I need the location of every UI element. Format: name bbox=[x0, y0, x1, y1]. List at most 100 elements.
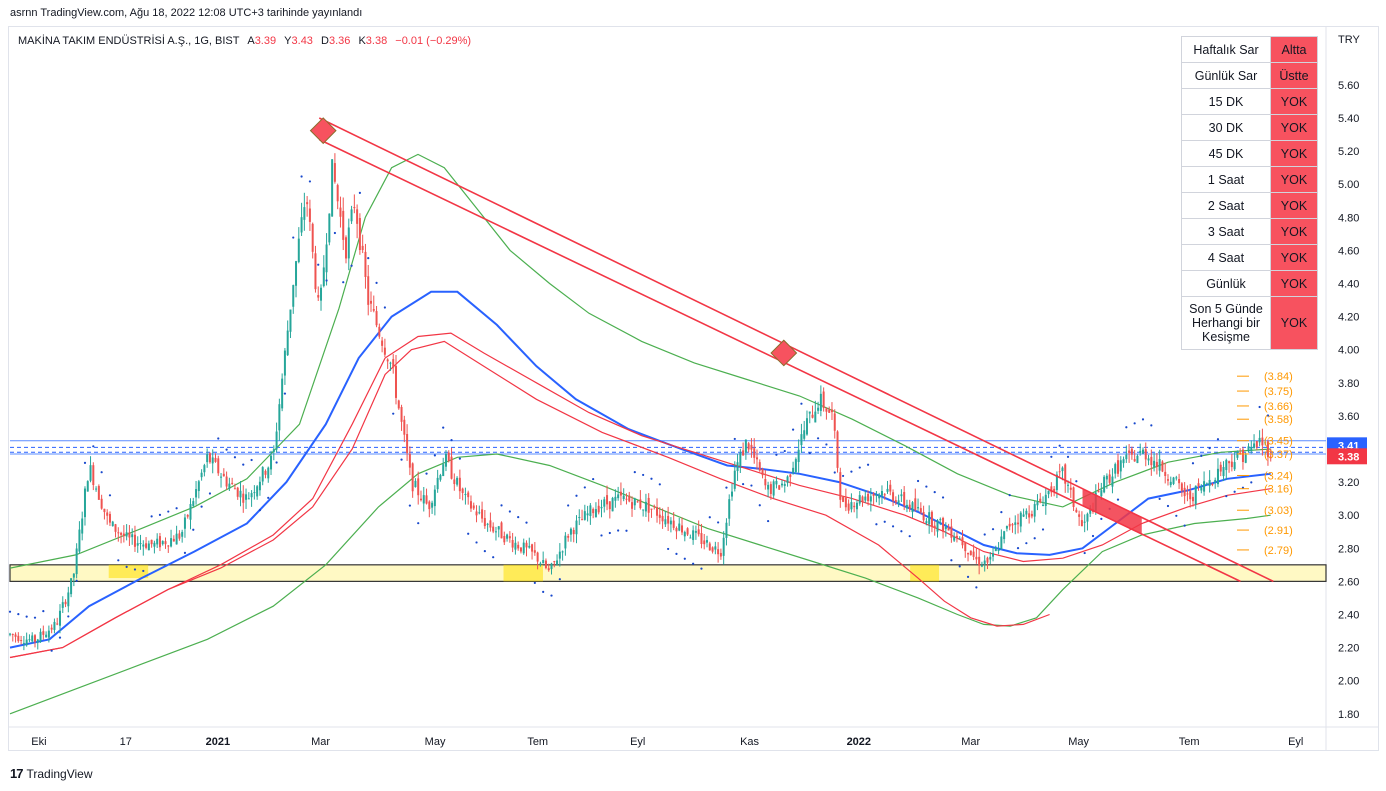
sar-dot bbox=[975, 586, 978, 589]
candle-body bbox=[183, 517, 186, 529]
sar-dot bbox=[442, 426, 445, 429]
candle-body bbox=[828, 409, 831, 413]
sar-dot bbox=[267, 496, 270, 499]
sar-dot bbox=[650, 477, 653, 480]
candle-body bbox=[992, 553, 995, 557]
candle-body bbox=[803, 430, 806, 439]
candle-body bbox=[1055, 474, 1058, 491]
y-tick-label: 4.00 bbox=[1338, 345, 1359, 357]
candle-body bbox=[994, 548, 997, 552]
candle-body bbox=[383, 347, 386, 355]
candle-body bbox=[942, 517, 945, 532]
candle-body bbox=[444, 453, 447, 467]
sar-dot bbox=[1058, 444, 1061, 447]
candle-body bbox=[744, 439, 747, 453]
sar-dot bbox=[958, 565, 961, 568]
sar-dot bbox=[1066, 455, 1070, 458]
candle-body bbox=[83, 488, 86, 518]
candle-body bbox=[780, 483, 783, 486]
candle-body bbox=[872, 493, 875, 496]
candle-body bbox=[303, 207, 306, 220]
candle-body bbox=[1153, 460, 1156, 467]
candle-body bbox=[853, 505, 856, 508]
sar-dot bbox=[866, 463, 870, 466]
candle-body bbox=[425, 495, 428, 504]
x-tick-label: Eyl bbox=[630, 736, 645, 748]
candle-body bbox=[719, 552, 722, 557]
candle-body bbox=[642, 509, 645, 511]
channel-touch-marker[interactable] bbox=[309, 117, 337, 145]
candle-body bbox=[322, 267, 325, 287]
signal-value: YOK bbox=[1270, 192, 1318, 219]
candle-body bbox=[1264, 442, 1267, 444]
sar-dot bbox=[117, 559, 120, 562]
price-tag[interactable] bbox=[1327, 448, 1367, 465]
candle-body bbox=[697, 529, 700, 535]
candle-body bbox=[830, 409, 833, 413]
candle-body bbox=[553, 561, 556, 563]
candle-body bbox=[1111, 476, 1114, 487]
candle-body bbox=[636, 501, 639, 503]
candle-body bbox=[1000, 536, 1003, 549]
signal-label: Haftalık Sar bbox=[1181, 36, 1271, 63]
x-tick-label: Tem bbox=[527, 736, 548, 748]
candle-body bbox=[1269, 456, 1272, 459]
sar-dot bbox=[400, 458, 403, 461]
candle-body bbox=[1203, 481, 1206, 492]
candle-body bbox=[1133, 459, 1136, 462]
channel-touch-marker[interactable] bbox=[770, 339, 798, 367]
moving-average-line[interactable] bbox=[9, 332, 1271, 659]
candle-body bbox=[569, 528, 572, 535]
candle-body bbox=[514, 542, 517, 550]
candle-body bbox=[1172, 477, 1175, 484]
breakout-band[interactable] bbox=[1082, 488, 1142, 535]
sar-dot bbox=[8, 610, 12, 613]
candle-body bbox=[270, 455, 273, 470]
signal-value: YOK bbox=[1270, 114, 1318, 141]
signal-row: 15 DK YOK bbox=[1181, 88, 1318, 115]
sar-dot bbox=[550, 594, 553, 597]
target-level-label: (3.75) bbox=[1264, 386, 1293, 398]
signal-row: Haftalık Sar Altta bbox=[1181, 36, 1318, 63]
support-zone[interactable] bbox=[9, 564, 1327, 582]
candle-body bbox=[136, 543, 139, 546]
signal-row: 1 Saat YOK bbox=[1181, 166, 1318, 193]
x-tick-label: Mar bbox=[311, 736, 330, 748]
sar-dot bbox=[17, 613, 20, 616]
sar-dot bbox=[950, 559, 953, 562]
sar-dot bbox=[875, 523, 878, 526]
candle-body bbox=[478, 512, 481, 514]
candle-body bbox=[1191, 496, 1194, 502]
y-tick-label: 4.80 bbox=[1338, 212, 1359, 224]
chart-frame[interactable] bbox=[8, 26, 1379, 751]
candle-body bbox=[736, 462, 739, 472]
candle-body bbox=[858, 495, 861, 504]
candle-body bbox=[161, 541, 164, 545]
moving-average-line[interactable] bbox=[9, 340, 1050, 659]
candle-body bbox=[175, 533, 178, 545]
tradingview-logo[interactable]: 17 TradingView bbox=[10, 766, 93, 781]
candle-body bbox=[1194, 485, 1197, 505]
candle-body bbox=[1136, 455, 1139, 464]
sar-dot bbox=[966, 575, 970, 579]
sar-dot bbox=[1116, 498, 1120, 501]
moving-average-line[interactable] bbox=[9, 290, 1271, 649]
candle-body bbox=[453, 479, 456, 485]
candle-body bbox=[664, 519, 667, 525]
symbol-name[interactable]: MAKİNA TAKIM ENDÜSTRİSİ A.Ş., 1G, BIST bbox=[18, 35, 240, 47]
open-label: A bbox=[247, 35, 255, 47]
candle-body bbox=[158, 536, 161, 548]
candle-body bbox=[936, 520, 939, 532]
y-tick-label: 3.60 bbox=[1338, 411, 1359, 423]
sar-dot bbox=[1000, 511, 1003, 514]
candle-body bbox=[583, 511, 586, 520]
candle-body bbox=[1253, 443, 1256, 449]
sar-dot bbox=[350, 264, 353, 267]
moving-average-line[interactable] bbox=[9, 453, 1271, 715]
candle-body bbox=[72, 573, 75, 578]
sar-dot bbox=[25, 615, 28, 618]
candle-body bbox=[103, 508, 106, 513]
candle-body bbox=[1216, 468, 1219, 485]
sar-dot bbox=[317, 263, 320, 266]
